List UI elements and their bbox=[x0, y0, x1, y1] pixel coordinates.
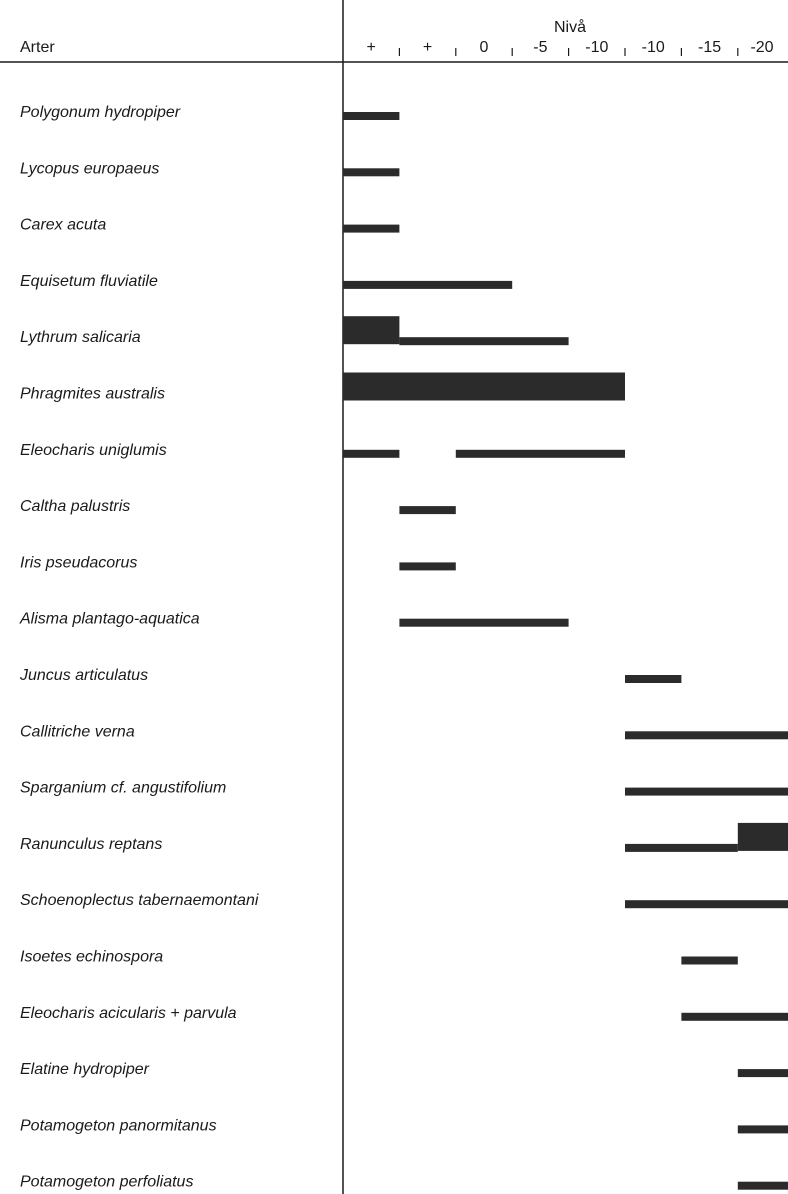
level-tick-label: -15 bbox=[698, 39, 721, 56]
species-row: Lythrum salicaria bbox=[20, 316, 569, 346]
species-label: Alisma plantago-aquatica bbox=[19, 611, 200, 628]
species-label: Sparganium cf. angustifolium bbox=[20, 780, 226, 797]
species-label: Schoenoplectus tabernaemontani bbox=[20, 892, 259, 909]
species-row: Callitriche verna bbox=[20, 723, 788, 740]
occurrence-bar bbox=[399, 562, 456, 571]
species-label: Potamogeton perfoliatus bbox=[20, 1174, 193, 1191]
species-label: Carex acuta bbox=[20, 217, 106, 234]
level-column-header: Nivå bbox=[554, 18, 586, 36]
occurrence-bar-thick bbox=[343, 316, 400, 345]
occurrence-bar bbox=[625, 731, 788, 740]
occurrence-bar bbox=[343, 168, 400, 177]
occurrence-bar bbox=[343, 112, 400, 120]
occurrence-bar bbox=[625, 787, 788, 796]
occurrence-bar bbox=[681, 1012, 788, 1021]
species-label: Callitriche verna bbox=[20, 723, 135, 740]
species-row: Phragmites australis bbox=[20, 372, 625, 403]
level-tick-label: + bbox=[423, 39, 432, 56]
occurrence-bar bbox=[625, 843, 738, 852]
species-label: Juncus articulatus bbox=[19, 667, 148, 684]
species-row: Potamogeton perfoliatus bbox=[20, 1174, 788, 1191]
species-label: Lythrum salicaria bbox=[20, 329, 141, 346]
level-tick-row: + +0 -5 -10 -10 -15 -20 bbox=[367, 39, 774, 56]
species-row: Ranunculus reptans bbox=[20, 822, 788, 853]
level-tick-label: -10 bbox=[642, 39, 665, 56]
species-label: Eleocharis uniglumis bbox=[20, 442, 167, 459]
species-row: Alisma plantago-aquatica bbox=[19, 611, 569, 628]
occurrence-bar bbox=[737, 1181, 788, 1190]
species-row: Elatine hydropiper bbox=[20, 1061, 788, 1078]
level-tick-label: 0 bbox=[480, 39, 489, 56]
level-tick-label: -20 bbox=[750, 39, 773, 56]
species-row: Lycopus europaeus bbox=[20, 160, 400, 177]
species-row: Caltha palustris bbox=[20, 498, 456, 515]
occurrence-bar bbox=[399, 337, 569, 346]
occurrence-bar bbox=[681, 956, 738, 965]
species-row: Equisetum fluviatile bbox=[20, 273, 513, 290]
species-column-header: Arter bbox=[20, 39, 55, 56]
species-label: Phragmites australis bbox=[20, 386, 165, 403]
species-label: Isoetes echinospora bbox=[20, 949, 163, 966]
species-row: Juncus articulatus bbox=[19, 667, 682, 684]
occurrence-bar bbox=[737, 1125, 788, 1134]
level-tick-label: -5 bbox=[533, 39, 547, 56]
occurrence-bar bbox=[455, 449, 625, 458]
species-row: Potamogeton panormitanus bbox=[20, 1117, 788, 1134]
species-row: Iris pseudacorus bbox=[20, 554, 456, 571]
occurrence-bar bbox=[625, 900, 788, 909]
level-tick-label: -10 bbox=[585, 39, 608, 56]
species-rows: Polygonum hydropiper Lycopus europaeus Car… bbox=[19, 104, 788, 1191]
species-row: Polygonum hydropiper bbox=[20, 104, 400, 121]
species-row: Eleocharis uniglumis bbox=[20, 442, 625, 459]
occurrence-bar bbox=[737, 1069, 788, 1078]
species-label: Ranunculus reptans bbox=[20, 836, 162, 853]
species-label: Equisetum fluviatile bbox=[20, 273, 158, 290]
occurrence-bar-thick bbox=[343, 372, 625, 401]
species-row: Sparganium cf. angustifolium bbox=[20, 780, 788, 797]
species-label: Potamogeton panormitanus bbox=[20, 1117, 217, 1134]
occurrence-bar bbox=[343, 224, 400, 233]
level-tick-label: + bbox=[367, 39, 376, 56]
species-row: Schoenoplectus tabernaemontani bbox=[20, 892, 788, 909]
occurrence-bar bbox=[343, 280, 513, 289]
species-row: Carex acuta bbox=[20, 217, 400, 234]
species-row: Isoetes echinospora bbox=[20, 949, 738, 966]
species-label: Elatine hydropiper bbox=[20, 1061, 150, 1078]
species-label: Polygonum hydropiper bbox=[20, 104, 181, 121]
species-label: Caltha palustris bbox=[20, 498, 130, 515]
species-label: Iris pseudacorus bbox=[20, 554, 137, 571]
occurrence-bar bbox=[399, 506, 456, 515]
occurrence-bar bbox=[343, 449, 400, 458]
species-row: Eleocharis acicularis + parvula bbox=[20, 1005, 788, 1022]
occurrence-bar bbox=[625, 675, 682, 683]
occurrence-bar-thick bbox=[737, 822, 788, 851]
species-label: Lycopus europaeus bbox=[20, 160, 159, 177]
occurrence-bar bbox=[399, 618, 569, 627]
species-label: Eleocharis acicularis + parvula bbox=[20, 1005, 237, 1022]
